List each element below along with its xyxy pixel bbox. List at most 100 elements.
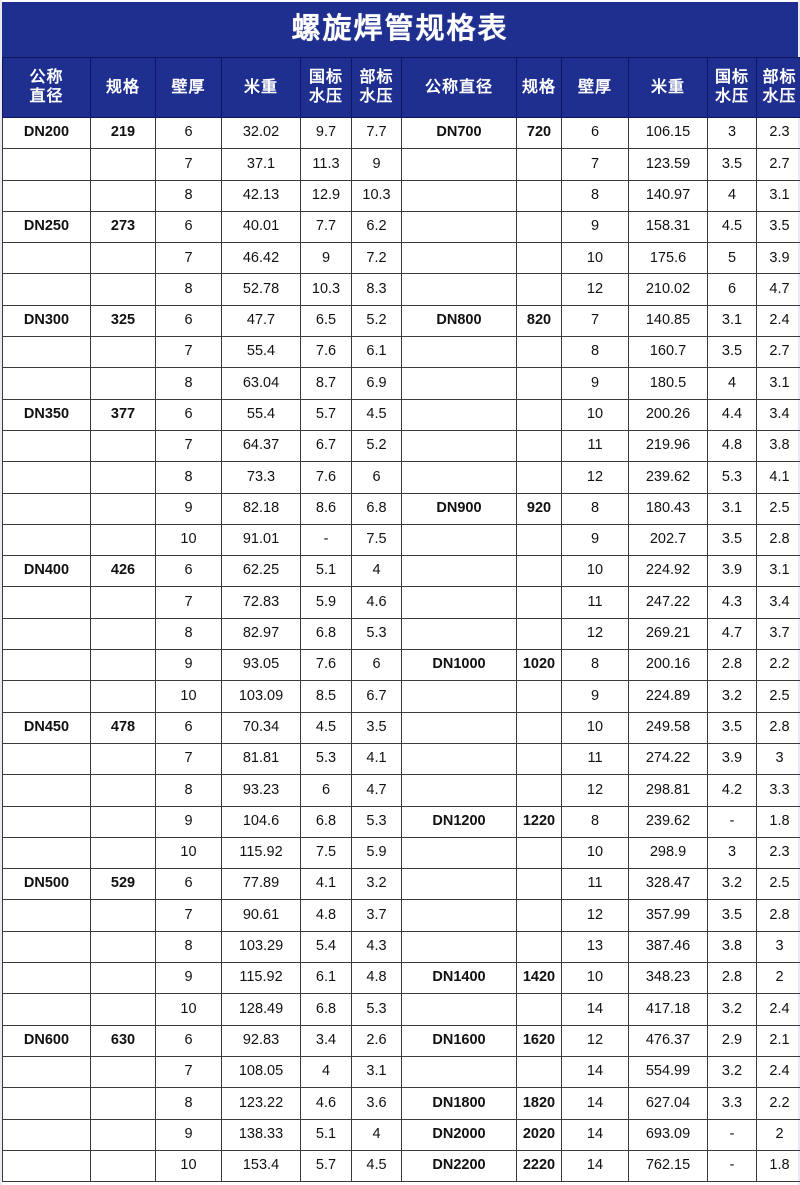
cell-right-weight-per-meter: 762.15	[628, 1149, 708, 1183]
cell-left-weight-per-meter: 92.83	[221, 1024, 301, 1057]
cell-right-mb-pressure: 3.1	[756, 367, 800, 400]
table-row: DN200 219 6 32.02 9.7 7.7 DN700 720 6 106.15 3 2.3	[2, 116, 800, 150]
cell-right-nominal-diameter	[401, 523, 517, 557]
cell-left-wall-thickness: 8	[155, 1087, 222, 1120]
cell-right-nominal-diameter	[401, 336, 517, 369]
cell-right-gb-pressure: 5.3	[707, 461, 757, 494]
cell-left-mb-pressure: 3.5	[351, 711, 402, 744]
cell-right-weight-per-meter: 140.97	[628, 179, 708, 212]
cell-left-wall-thickness: 9	[155, 492, 222, 525]
cell-left-mb-pressure: 6.7	[351, 680, 402, 713]
cell-right-wall-thickness: 12	[561, 461, 629, 494]
cell-right-spec	[516, 367, 562, 400]
cell-left-wall-thickness: 8	[155, 273, 222, 306]
cell-left-wall-thickness: 7	[155, 1055, 222, 1089]
cell-left-gb-pressure: -	[300, 523, 352, 557]
cell-right-weight-per-meter: 627.04	[628, 1087, 708, 1120]
cell-left-wall-thickness: 6	[155, 555, 222, 588]
cell-left-wall-thickness: 7	[155, 148, 222, 181]
col-header-text: 国标	[308, 68, 343, 86]
cell-right-spec	[516, 711, 562, 744]
cell-left-weight-per-meter: 73.3	[221, 461, 301, 494]
cell-right-gb-pressure: -	[707, 1149, 757, 1183]
table-row: 8 82.97 6.8 5.3 12 269.21 4.7 3.7	[2, 617, 800, 651]
cell-right-spec: 1220	[516, 805, 562, 838]
cell-left-spec	[90, 492, 156, 525]
cell-left-spec	[90, 367, 156, 400]
cell-right-spec	[516, 242, 562, 275]
cell-left-nominal-diameter	[2, 273, 91, 306]
cell-right-weight-per-meter: 298.9	[628, 836, 708, 870]
cell-left-wall-thickness: 10	[155, 993, 222, 1026]
cell-right-weight-per-meter: 219.96	[628, 429, 708, 463]
cell-right-spec	[516, 398, 562, 431]
table-row: 9 115.92 6.1 4.8 DN1400 1420 10 348.23 2.8 2	[2, 962, 800, 995]
cell-left-gb-pressure: 7.7	[300, 210, 352, 244]
cell-left-weight-per-meter: 62.25	[221, 555, 301, 588]
cell-left-weight-per-meter: 47.7	[221, 304, 301, 338]
cell-left-wall-thickness: 10	[155, 1149, 222, 1183]
cell-left-spec	[90, 179, 156, 212]
cell-right-gb-pressure: 3.5	[707, 523, 757, 557]
cell-left-weight-per-meter: 123.22	[221, 1087, 301, 1120]
cell-right-mb-pressure: 2.4	[756, 1055, 800, 1089]
cell-right-weight-per-meter: 269.21	[628, 617, 708, 651]
col-header-text: 公称	[29, 68, 64, 86]
cell-right-spec	[516, 617, 562, 651]
col-header-left-weight-per-meter: 米重	[221, 57, 301, 118]
cell-left-spec	[90, 336, 156, 369]
cell-left-gb-pressure: 5.7	[300, 398, 352, 431]
cell-right-spec: 1820	[516, 1087, 562, 1120]
cell-right-spec	[516, 993, 562, 1026]
cell-right-wall-thickness: 8	[561, 179, 629, 212]
cell-right-mb-pressure: 2.2	[756, 1087, 800, 1120]
cell-left-weight-per-meter: 93.23	[221, 774, 301, 807]
cell-left-gb-pressure: 7.5	[300, 836, 352, 870]
cell-left-spec	[90, 1118, 156, 1151]
table-row: 8 123.22 4.6 3.6 DN1800 1820 14 627.04 3.3 2.2	[2, 1087, 800, 1120]
cell-left-nominal-diameter	[2, 836, 91, 870]
page-title-banner: 螺旋焊管规格表	[2, 0, 798, 57]
cell-left-nominal-diameter	[2, 962, 91, 995]
cell-right-wall-thickness: 8	[561, 492, 629, 525]
cell-left-weight-per-meter: 64.37	[221, 429, 301, 463]
cell-right-nominal-diameter: DN2000	[401, 1118, 517, 1151]
cell-right-spec: 720	[516, 116, 562, 150]
cell-left-nominal-diameter	[2, 930, 91, 964]
cell-left-nominal-diameter	[2, 993, 91, 1026]
cell-right-nominal-diameter	[401, 273, 517, 306]
cell-right-weight-per-meter: 123.59	[628, 148, 708, 181]
cell-left-weight-per-meter: 37.1	[221, 148, 301, 181]
cell-right-wall-thickness: 10	[561, 836, 629, 870]
cell-left-mb-pressure: 4	[351, 1118, 402, 1151]
cell-left-nominal-diameter	[2, 242, 91, 275]
table-row: 9 104.6 6.8 5.3 DN1200 1220 8 239.62-1.8	[2, 805, 800, 838]
cell-left-weight-per-meter: 115.92	[221, 836, 301, 870]
cell-right-spec: 820	[516, 304, 562, 338]
table-row: 8 52.78 10.3 8.3 12 210.02 6 4.7	[2, 273, 800, 306]
cell-left-gb-pressure: 6.7	[300, 429, 352, 463]
page-title: 螺旋焊管规格表	[291, 13, 509, 45]
cell-right-spec: 2220	[516, 1149, 562, 1183]
cell-left-gb-pressure: 6.8	[300, 617, 352, 651]
cell-left-nominal-diameter	[2, 1087, 91, 1120]
table-row: 7 64.37 6.7 5.2 11 219.96 4.8 3.8	[2, 429, 800, 463]
cell-right-gb-pressure: 2.9	[707, 1024, 757, 1057]
cell-right-mb-pressure: 2	[756, 962, 800, 995]
cell-right-spec	[516, 836, 562, 870]
cell-left-gb-pressure: 3.4	[300, 1024, 352, 1057]
cell-right-mb-pressure: 2.8	[756, 523, 800, 557]
cell-left-wall-thickness: 7	[155, 242, 222, 275]
table-row: 7 108.05 4 3.1 14 554.99 3.2 2.4	[2, 1055, 800, 1089]
col-header-text: 部标	[762, 68, 797, 86]
cell-left-wall-thickness: 6	[155, 711, 222, 744]
col-header-left-mb-pressure: 部标 水压	[351, 57, 402, 118]
cell-right-mb-pressure: 2.2	[756, 649, 800, 682]
table-row: DN350 377 6 55.4 5.7 4.5 10 200.26 4.4 3.4	[2, 398, 800, 431]
col-header-right-gb-pressure: 国标 水压	[707, 57, 757, 118]
cell-left-weight-per-meter: 103.29	[221, 930, 301, 964]
cell-right-nominal-diameter	[401, 930, 517, 964]
cell-left-wall-thickness: 6	[155, 116, 222, 150]
cell-right-wall-thickness: 8	[561, 336, 629, 369]
cell-right-wall-thickness: 14	[561, 1087, 629, 1120]
